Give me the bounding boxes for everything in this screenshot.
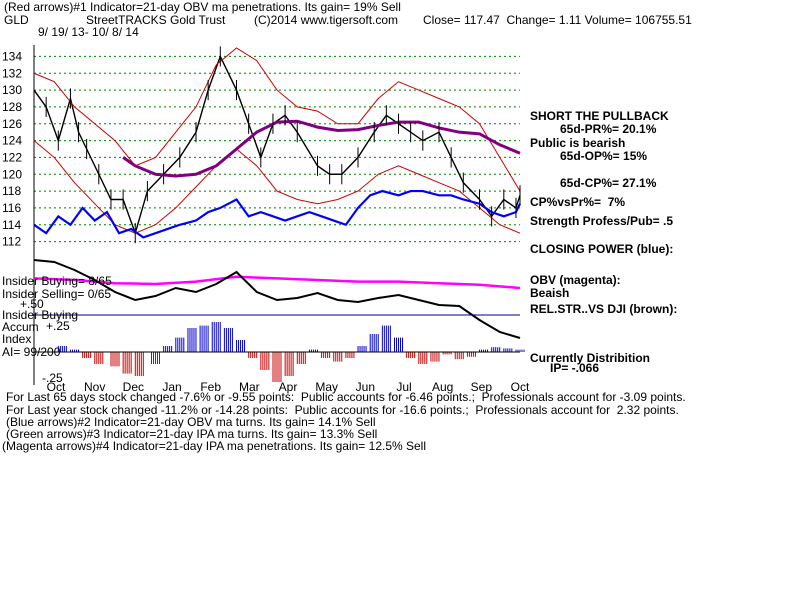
x-tick-label: Feb	[200, 380, 221, 394]
x-tick-label: Aug	[432, 380, 453, 394]
note-rel-str: REL.STR..VS DJI (brown):	[530, 302, 678, 316]
note-cp: 65d-CP%= 27.1%	[560, 176, 657, 190]
footer-blue-arrows: (Blue arrows)#2 Indicator=21-day OBV ma …	[6, 415, 376, 429]
date-range: 9/ 19/ 13- 10/ 8/ 14	[38, 25, 139, 39]
y-tick-label: 130	[2, 83, 22, 97]
y-tick-label: 132	[2, 66, 22, 80]
y-tick-label: 122	[2, 150, 22, 164]
y-tick-label: 118	[2, 184, 21, 198]
y-tick-label: 134	[2, 49, 22, 63]
accum-label: Accum	[2, 320, 39, 334]
note-pr: 65d-PR%= 20.1%	[560, 122, 657, 136]
ai-label: AI= 99/200	[2, 345, 61, 359]
note-strength: Strength Profess/Pub= .5	[530, 214, 674, 228]
insider-buying-count: Insider Buying= 8/65	[2, 274, 112, 288]
x-tick-label: May	[315, 380, 338, 394]
scale-minus-25: -.25	[42, 371, 63, 385]
note-closing-power: CLOSING POWER (blue):	[530, 242, 674, 256]
x-tick-label: Oct	[47, 380, 66, 394]
scale-plus-50: +.50	[20, 297, 44, 311]
note-obv: OBV (magenta):	[530, 273, 621, 287]
y-tick-label: 124	[2, 134, 22, 148]
series-closing_power	[33, 189, 521, 239]
footer-green-arrows: (Green arrows)#3 Indicator=21-day IPA ma…	[6, 427, 378, 441]
x-tick-label: Dec	[123, 380, 144, 394]
footer-last-year: For Last year stock changed -11.2% or -1…	[6, 403, 679, 417]
x-tick-label: Jun	[356, 380, 375, 394]
series-price_close	[33, 54, 521, 236]
x-tick-label: Apr	[279, 380, 298, 394]
x-tick-label: Mar	[239, 380, 260, 394]
scale-plus-25: +.25	[46, 319, 70, 333]
x-tick-label: Nov	[84, 380, 105, 394]
insider-buying-label: Insider Buying	[2, 308, 79, 322]
series-lower_band	[33, 140, 521, 234]
y-tick-label: 114	[2, 218, 21, 232]
note-cp-vs-pr: CP%vsPr%= 7%	[530, 195, 626, 209]
y-tick-label: 126	[2, 117, 22, 131]
x-tick-label: Jan	[162, 380, 181, 394]
y-tick-label: 112	[2, 235, 21, 249]
quote-line: Close= 117.47 Change= 1.11 Volume= 10675…	[423, 13, 692, 27]
y-tick-label: 128	[2, 100, 22, 114]
y-tick-label: 120	[2, 167, 22, 181]
copyright-label: (C)2014 www.tigersoft.com	[254, 13, 399, 27]
header-indicator-line: (Red arrows)#1 Indicator=21-day OBV ma p…	[4, 0, 401, 14]
series-ma	[122, 119, 521, 178]
series-rel-str-dji	[33, 259, 521, 339]
note-distribution: Currently Distribition	[530, 351, 651, 365]
note-short-pullback: SHORT THE PULLBACK	[530, 109, 669, 123]
note-beaish: Beaish	[530, 286, 570, 300]
insider-selling-count: Insider Selling= 0/65	[2, 287, 112, 301]
note-ip: IP= -.066	[550, 361, 600, 375]
note-op: 65d-OP%= 15%	[560, 149, 648, 163]
x-tick-label: Sep	[471, 380, 493, 394]
y-tick-label: 116	[2, 201, 21, 215]
series-obv	[33, 275, 521, 290]
footer-65-days: For Last 65 days stock changed -7.6% or …	[6, 390, 686, 404]
note-public: Public is bearish	[530, 136, 626, 150]
index-label: Index	[2, 332, 32, 346]
security-name: StreetTRACKS Gold Trust	[86, 13, 226, 27]
x-tick-label: Oct	[511, 380, 530, 394]
symbol-label: GLD	[4, 13, 29, 27]
footer-magenta-arrows: (Magenta arrows)#4 Indicator=21-day IPA …	[2, 439, 427, 453]
series-upper_band	[33, 47, 521, 192]
x-tick-label: Jul	[396, 380, 411, 394]
